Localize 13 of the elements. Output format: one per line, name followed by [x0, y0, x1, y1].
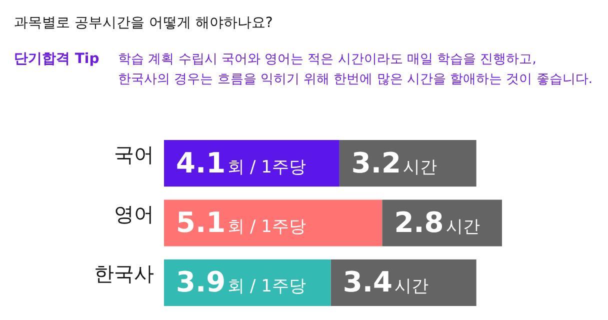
text: 학습 계획 수립시 국어와 영어는 적은 시간이라도 매일 학습을 진행하고,: [118, 52, 536, 67]
y-tick-label: 국어: [114, 142, 154, 166]
chart-title: 과목별로 공부시간을 어떻게 해야하나요?: [14, 15, 273, 31]
bar: [330, 259, 476, 306]
bar: [339, 140, 476, 187]
chart-subtitle: 단기합격 Tip: [14, 51, 100, 67]
bar: [382, 200, 502, 246]
y-tick-label: 한국사: [94, 262, 154, 286]
bar: [164, 200, 382, 246]
y-tick-label: 영어: [114, 202, 154, 226]
bar: [164, 140, 340, 187]
text: 한국사의 경우는 흐름을 익히기 위해 한번에 많은 시간을 할애하는 것이 좋습니다.: [118, 72, 592, 87]
data-label: 3.4시간: [342, 266, 428, 299]
